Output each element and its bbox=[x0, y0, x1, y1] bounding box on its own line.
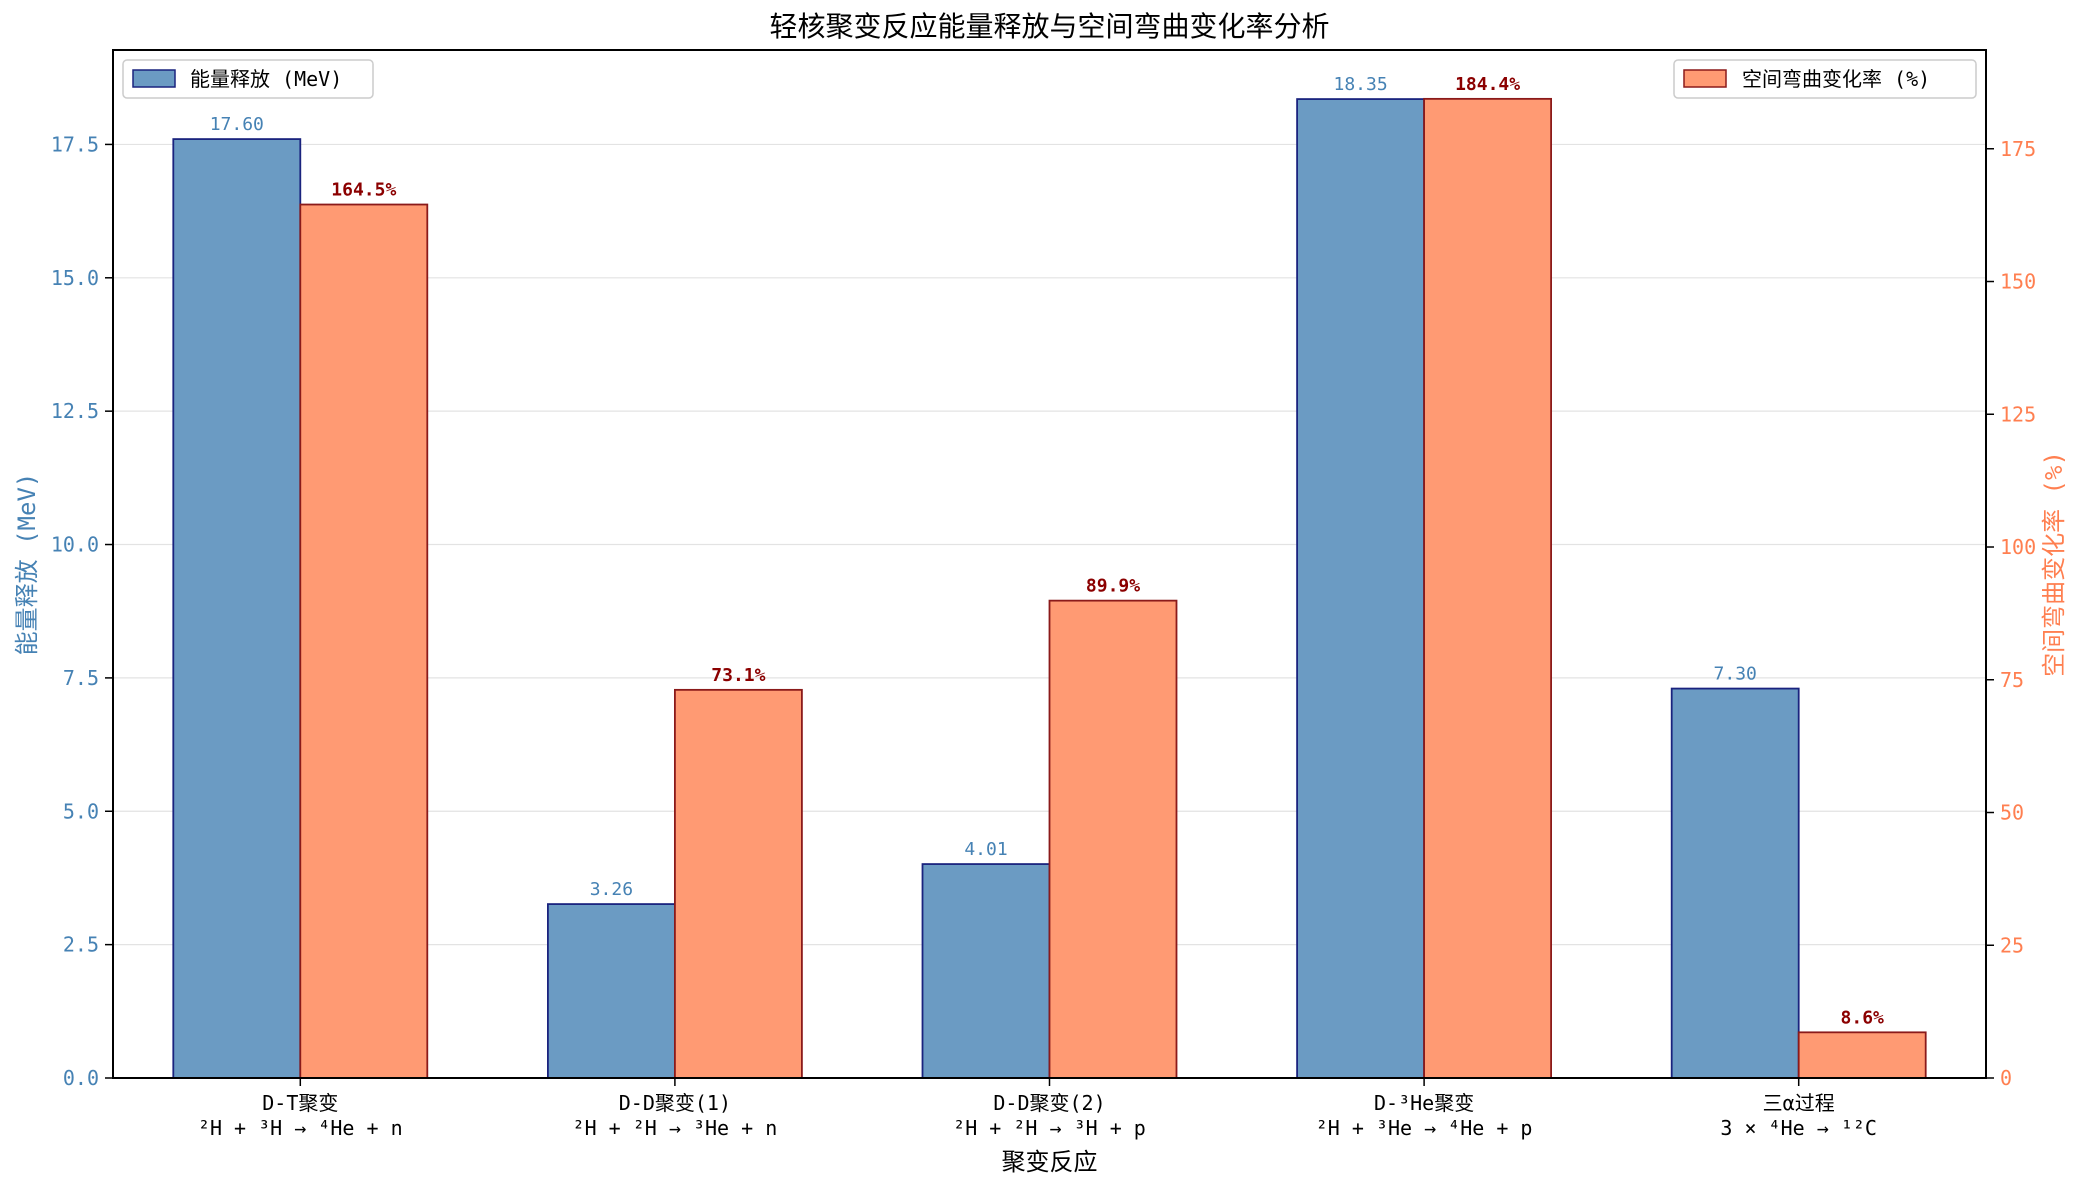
left-y-axis-label: 能量释放 (MeV) bbox=[13, 473, 41, 656]
energy-value-label: 17.60 bbox=[210, 114, 264, 135]
x-category-label: 三α过程 bbox=[1763, 1091, 1835, 1115]
legend-energy-label: 能量释放 (MeV) bbox=[190, 67, 342, 91]
curvature-bar bbox=[1423, 97, 1552, 1079]
x-category-label: D-D聚变(2) bbox=[993, 1091, 1105, 1115]
energy-bar bbox=[1296, 98, 1425, 1079]
x-category-equation: ²H + ³He → ⁴He + p bbox=[1316, 1116, 1533, 1140]
energy-bar bbox=[547, 903, 676, 1079]
curvature-bar bbox=[1048, 599, 1178, 1079]
left-tick-label: 12.5 bbox=[51, 399, 99, 423]
right-tick-label: 25 bbox=[2000, 933, 2024, 957]
bars bbox=[172, 97, 1927, 1079]
energy-value-label: 3.26 bbox=[590, 879, 633, 900]
right-tick-label: 100 bbox=[2000, 535, 2036, 559]
right-tick-label: 50 bbox=[2000, 801, 2024, 825]
energy-bar bbox=[921, 863, 1051, 1079]
left-tick-label: 2.5 bbox=[63, 933, 99, 957]
x-category-equation: ²H + ²H → ³H + p bbox=[953, 1116, 1146, 1140]
right-tick-label: 150 bbox=[2000, 270, 2036, 294]
curvature-value-label: 164.5% bbox=[331, 180, 396, 201]
right-y-axis: 0 25 50 75 100 125 150 175 bbox=[1986, 137, 2036, 1090]
left-tick-label: 10.0 bbox=[51, 533, 99, 557]
energy-value-label: 18.35 bbox=[1334, 74, 1388, 95]
curvature-value-label: 73.1% bbox=[711, 665, 765, 686]
energy-value-label: 4.01 bbox=[964, 839, 1007, 860]
right-tick-label: 175 bbox=[2000, 137, 2036, 161]
left-y-axis: 0.0 2.5 5.0 7.5 10.0 12.5 15.0 17.5 bbox=[51, 132, 113, 1090]
x-category-equation: 3 × ⁴He → ¹²C bbox=[1720, 1116, 1877, 1140]
x-category-label: D-D聚变(1) bbox=[619, 1091, 731, 1115]
legend-curvature: 空间弯曲变化率 (%) bbox=[1673, 59, 1977, 99]
curvature-bar bbox=[674, 688, 803, 1079]
energy-bar bbox=[172, 138, 302, 1079]
energy-bar bbox=[1670, 687, 1800, 1079]
curvature-bar bbox=[299, 203, 429, 1079]
right-tick-label: 125 bbox=[2000, 402, 2036, 426]
right-tick-label: 75 bbox=[2000, 668, 2024, 692]
chart-title: 轻核聚变反应能量释放与空间弯曲变化率分析 bbox=[769, 10, 1329, 43]
curvature-bar bbox=[1797, 1031, 1927, 1079]
curvature-value-label: 89.9% bbox=[1086, 576, 1140, 597]
x-category-label: D-³He聚变 bbox=[1374, 1091, 1474, 1115]
curvature-value-label: 8.6% bbox=[1841, 1007, 1885, 1028]
legend-curvature-box bbox=[1673, 59, 1977, 99]
legend-energy-swatch bbox=[132, 69, 176, 88]
legend-energy-box bbox=[122, 59, 374, 99]
legend-curvature-label: 空间弯曲变化率 (%) bbox=[1742, 67, 1930, 91]
energy-value-label: 7.30 bbox=[1714, 664, 1757, 685]
x-axis-label: 聚变反应 bbox=[1002, 1148, 1098, 1176]
right-tick-label: 0 bbox=[2000, 1066, 2012, 1090]
bar-value-labels: 17.60 164.5% 3.26 73.1% 4.01 89.9% 18.35 184.4%… bbox=[210, 74, 1884, 1028]
left-tick-label: 5.0 bbox=[63, 799, 99, 823]
legend-energy: 能量释放 (MeV) bbox=[122, 59, 374, 99]
left-tick-label: 7.5 bbox=[63, 666, 99, 690]
left-tick-label: 0.0 bbox=[63, 1066, 99, 1090]
x-category-label: D-T聚变 bbox=[262, 1091, 338, 1115]
left-tick-label: 15.0 bbox=[51, 266, 99, 290]
x-category-equation: ²H + ²H → ³He + n bbox=[573, 1116, 778, 1140]
legend-curvature-swatch bbox=[1683, 69, 1727, 88]
right-y-axis-label: 空间弯曲变化率 (%) bbox=[2040, 451, 2068, 677]
curvature-value-label: 184.4% bbox=[1455, 74, 1520, 95]
left-tick-label: 17.5 bbox=[51, 132, 99, 156]
x-category-equation: ²H + ³H → ⁴He + n bbox=[198, 1116, 403, 1140]
